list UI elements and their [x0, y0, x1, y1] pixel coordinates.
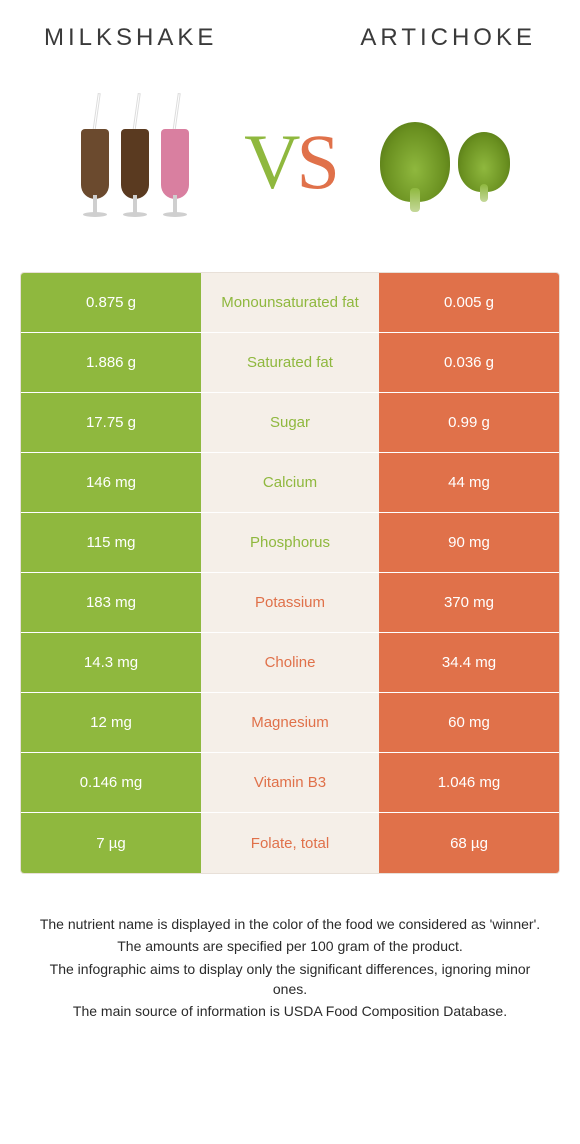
table-row: 1.886 gSaturated fat0.036 g — [21, 333, 559, 393]
nutrient-label: Magnesium — [201, 693, 379, 752]
right-value: 0.99 g — [379, 393, 559, 452]
table-row: 14.3 mgCholine34.4 mg — [21, 633, 559, 693]
left-value: 14.3 mg — [21, 633, 201, 692]
footer-line: The infographic aims to display only the… — [38, 959, 542, 1000]
footer-line: The amounts are specified per 100 gram o… — [38, 936, 542, 956]
nutrient-label: Calcium — [201, 453, 379, 512]
artichoke-icon — [380, 122, 450, 202]
left-value: 0.875 g — [21, 273, 201, 332]
right-value: 0.005 g — [379, 273, 559, 332]
hero-row: VS — [20, 72, 560, 272]
vs-s: S — [296, 118, 335, 205]
left-value: 146 mg — [21, 453, 201, 512]
right-value: 1.046 mg — [379, 753, 559, 812]
table-row: 0.875 gMonounsaturated fat0.005 g — [21, 273, 559, 333]
left-value: 17.75 g — [21, 393, 201, 452]
vs-label: VS — [244, 117, 336, 207]
milkshake-image — [55, 82, 215, 242]
nutrient-label: Choline — [201, 633, 379, 692]
right-value: 34.4 mg — [379, 633, 559, 692]
left-value: 183 mg — [21, 573, 201, 632]
nutrient-label: Potassium — [201, 573, 379, 632]
right-value: 60 mg — [379, 693, 559, 752]
table-row: 0.146 mgVitamin B31.046 mg — [21, 753, 559, 813]
right-value: 370 mg — [379, 573, 559, 632]
table-row: 17.75 gSugar0.99 g — [21, 393, 559, 453]
right-value: 68 µg — [379, 813, 559, 873]
footer-line: The main source of information is USDA F… — [38, 1001, 542, 1021]
left-value: 7 µg — [21, 813, 201, 873]
footer-notes: The nutrient name is displayed in the co… — [20, 914, 560, 1023]
table-row: 146 mgCalcium44 mg — [21, 453, 559, 513]
table-row: 183 mgPotassium370 mg — [21, 573, 559, 633]
right-value: 44 mg — [379, 453, 559, 512]
milkshake-glass-icon — [117, 107, 153, 217]
milkshake-glass-icon — [157, 107, 193, 217]
artichoke-icon — [458, 132, 510, 192]
footer-line: The nutrient name is displayed in the co… — [38, 914, 542, 934]
nutrient-label: Monounsaturated fat — [201, 273, 379, 332]
table-row: 7 µgFolate, total68 µg — [21, 813, 559, 873]
table-row: 12 mgMagnesium60 mg — [21, 693, 559, 753]
left-food-title: MILKSHAKE — [44, 24, 217, 52]
right-value: 0.036 g — [379, 333, 559, 392]
milkshake-glass-icon — [77, 107, 113, 217]
left-value: 1.886 g — [21, 333, 201, 392]
left-value: 0.146 mg — [21, 753, 201, 812]
nutrient-label: Phosphorus — [201, 513, 379, 572]
right-value: 90 mg — [379, 513, 559, 572]
vs-v: V — [244, 118, 296, 205]
left-value: 12 mg — [21, 693, 201, 752]
nutrient-label: Folate, total — [201, 813, 379, 873]
nutrient-label: Sugar — [201, 393, 379, 452]
nutrient-label: Vitamin B3 — [201, 753, 379, 812]
right-food-title: ARTICHOKE — [360, 24, 536, 52]
nutrition-table: 0.875 gMonounsaturated fat0.005 g1.886 g… — [20, 272, 560, 874]
header: MILKSHAKE ARTICHOKE — [20, 24, 560, 72]
artichoke-image — [365, 82, 525, 242]
nutrient-label: Saturated fat — [201, 333, 379, 392]
left-value: 115 mg — [21, 513, 201, 572]
table-row: 115 mgPhosphorus90 mg — [21, 513, 559, 573]
